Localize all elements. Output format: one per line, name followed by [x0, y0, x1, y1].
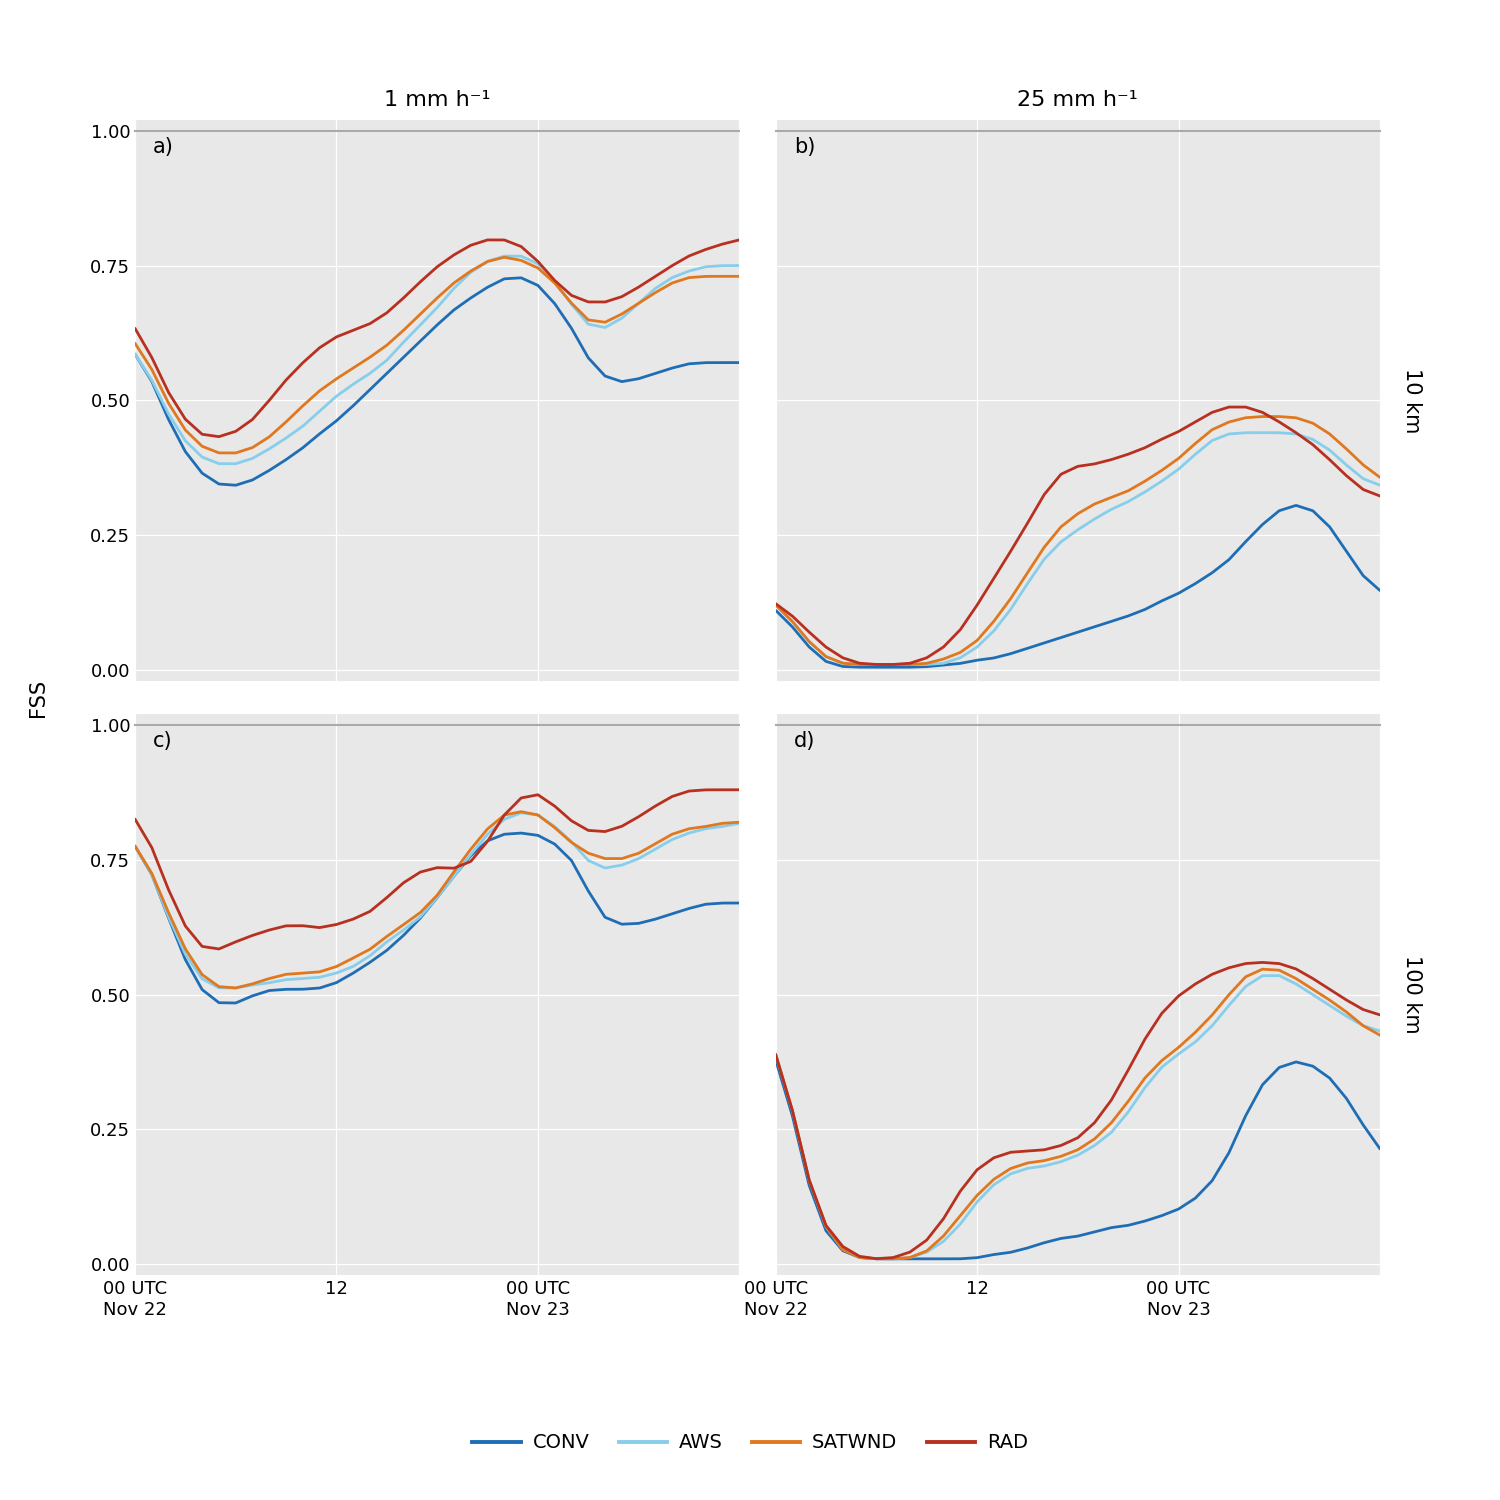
- Text: b): b): [794, 136, 814, 158]
- Title: 25 mm h⁻¹: 25 mm h⁻¹: [1017, 90, 1138, 110]
- Text: c): c): [153, 730, 173, 752]
- Text: 100 km: 100 km: [1402, 956, 1422, 1034]
- Text: FSS: FSS: [27, 678, 48, 717]
- Text: a): a): [153, 136, 174, 158]
- Text: 10 km: 10 km: [1402, 368, 1422, 434]
- Title: 1 mm h⁻¹: 1 mm h⁻¹: [384, 90, 490, 110]
- Text: d): d): [794, 730, 814, 752]
- Legend: CONV, AWS, SATWND, RAD: CONV, AWS, SATWND, RAD: [465, 1425, 1035, 1461]
